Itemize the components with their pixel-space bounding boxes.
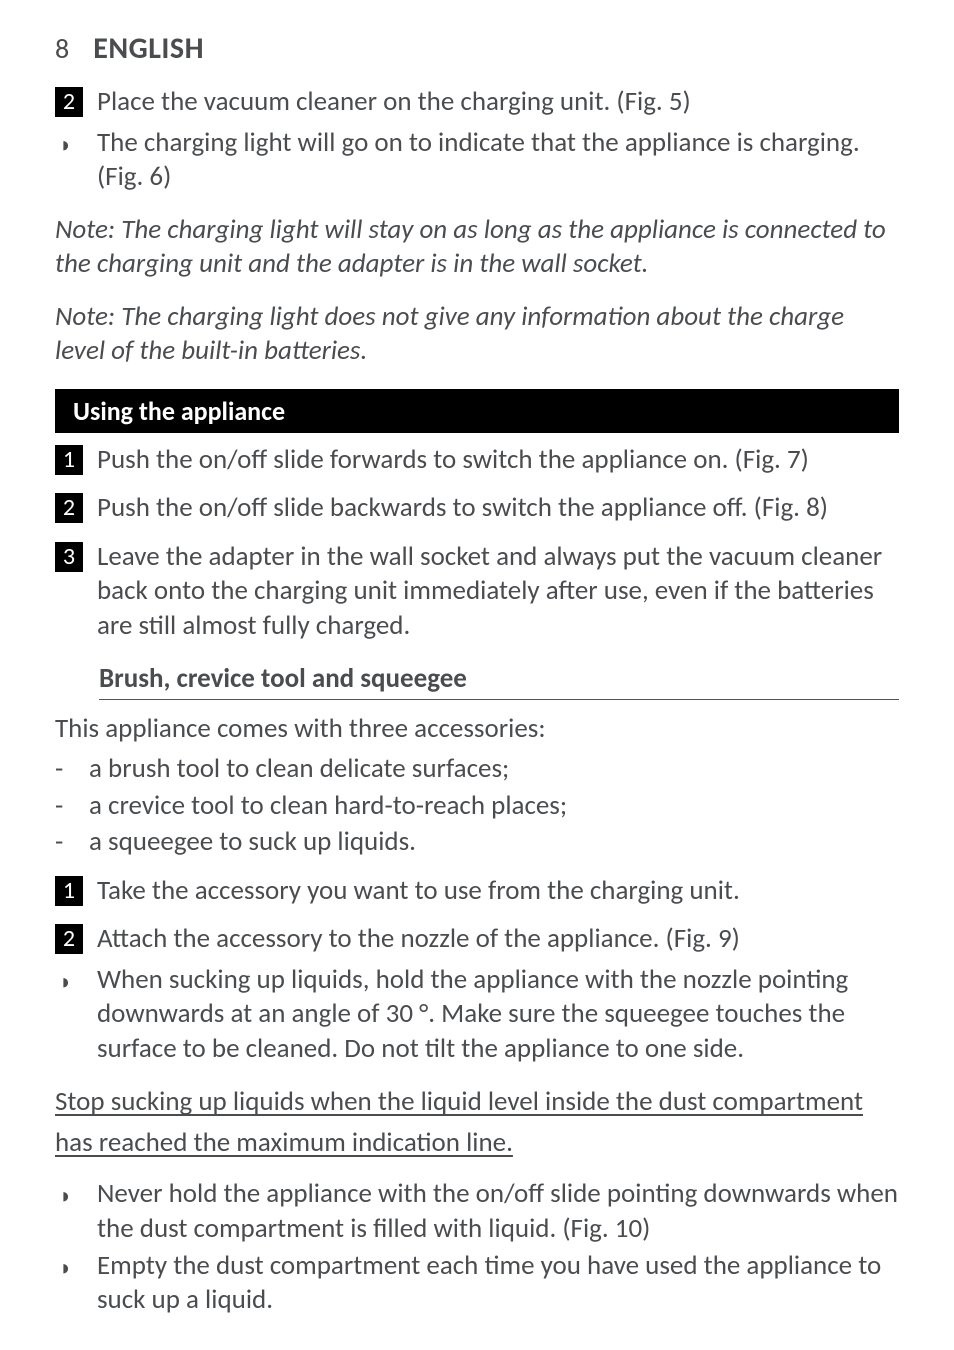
end-bullet-1: ◗ Never hold the appliance with the on/o…	[59, 1177, 899, 1246]
step-badge: 2	[55, 493, 83, 523]
intro-bullet-1: ◗ The charging light will go on to indic…	[59, 126, 899, 195]
step-badge: 1	[55, 445, 83, 475]
brush-step-1: 1 Take the accessory you want to use fro…	[55, 874, 899, 909]
step-badge: 2	[55, 87, 83, 117]
note-1: Note: The charging light will stay on as…	[55, 213, 899, 282]
end-bullet-2: ◗ Empty the dust compartment each time y…	[59, 1249, 899, 1318]
bullet-icon: ◗	[59, 1257, 75, 1279]
brush-intro: This appliance comes with three accessor…	[55, 712, 899, 747]
step-text: Push the on/off slide forwards to switch…	[97, 443, 809, 478]
using-step-2: 2 Push the on/off slide backwards to swi…	[55, 491, 899, 526]
page-header: 8 ENGLISH	[55, 30, 899, 67]
intro-step-2: 2 Place the vacuum cleaner on the chargi…	[55, 85, 899, 120]
bullet-icon: ◗	[59, 1185, 75, 1207]
dash-text: a squeegee to suck up liquids.	[89, 825, 416, 860]
dash-icon: -	[55, 752, 69, 787]
step-badge: 3	[55, 542, 83, 572]
page-number: 8	[55, 31, 69, 66]
dash-icon: -	[55, 789, 69, 824]
warning-underlined: Stop sucking up liquids when the liquid …	[55, 1082, 899, 1163]
dash-text: a brush tool to clean delicate surfaces;	[89, 752, 509, 787]
dash-text: a crevice tool to clean hard-to-reach pl…	[89, 789, 567, 824]
note-2: Note: The charging light does not give a…	[55, 300, 899, 369]
step-text: Attach the accessory to the nozzle of th…	[97, 922, 740, 957]
bullet-text: The charging light will go on to indicat…	[97, 126, 899, 195]
dash-item-1: - a brush tool to clean delicate surface…	[55, 752, 899, 787]
step-text: Place the vacuum cleaner on the charging…	[97, 85, 691, 120]
dash-item-2: - a crevice tool to clean hard-to-reach …	[55, 789, 899, 824]
bullet-icon: ◗	[59, 971, 75, 993]
dash-icon: -	[55, 825, 69, 860]
brush-step-2: 2 Attach the accessory to the nozzle of …	[55, 922, 899, 957]
step-text: Take the accessory you want to use from …	[97, 874, 740, 909]
subheading-brush: Brush, crevice tool and squeegee	[99, 662, 899, 700]
bullet-icon: ◗	[59, 134, 75, 156]
brush-step-2-bullet: ◗ When sucking up liquids, hold the appl…	[59, 963, 899, 1067]
page-language: ENGLISH	[93, 30, 204, 67]
bullet-text: Empty the dust compartment each time you…	[97, 1249, 899, 1318]
section-using-title: Using the appliance	[55, 389, 899, 433]
step-badge: 2	[55, 924, 83, 954]
using-step-1: 1 Push the on/off slide forwards to swit…	[55, 443, 899, 478]
step-text: Leave the adapter in the wall socket and…	[97, 540, 899, 644]
step-text: Push the on/off slide backwards to switc…	[97, 491, 828, 526]
using-step-3: 3 Leave the adapter in the wall socket a…	[55, 540, 899, 644]
bullet-text: When sucking up liquids, hold the applia…	[97, 963, 899, 1067]
bullet-text: Never hold the appliance with the on/off…	[97, 1177, 899, 1246]
dash-item-3: - a squeegee to suck up liquids.	[55, 825, 899, 860]
step-badge: 1	[55, 876, 83, 906]
